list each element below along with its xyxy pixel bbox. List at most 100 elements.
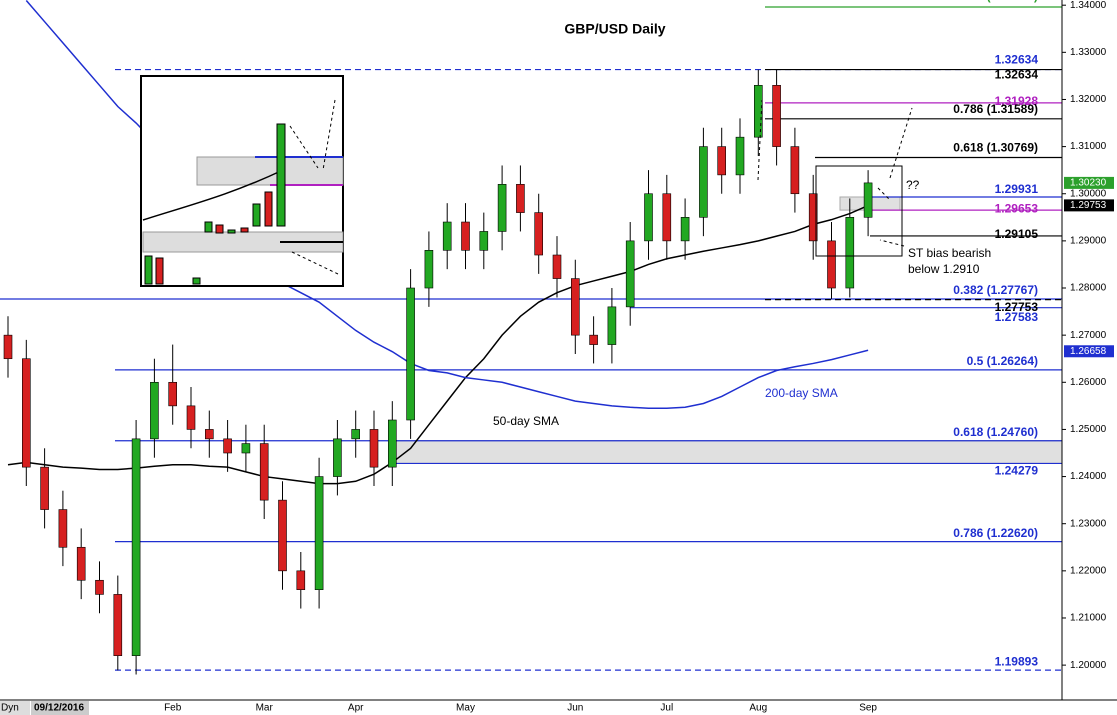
x-tick-label: May [456, 703, 475, 714]
candle-body [808, 193, 818, 242]
candle-body [21, 358, 31, 468]
candle-body [790, 146, 800, 195]
candle-body [534, 212, 544, 256]
y-tick-label: 1.29000 [1070, 236, 1107, 247]
y-tick-label: 1.27000 [1070, 330, 1107, 341]
candle-body [296, 570, 306, 590]
candle-body [387, 419, 397, 468]
level-label: 1.19893 [995, 654, 1039, 668]
y-tick-label: 1.25000 [1070, 424, 1107, 435]
level-label: 1.24279 [995, 464, 1039, 478]
candle-body [3, 334, 13, 360]
candle-body [76, 546, 86, 581]
candle-body [644, 193, 653, 242]
candle-body [552, 254, 562, 279]
candle-body [186, 405, 196, 430]
sma200-label: 200-day SMA [765, 386, 838, 400]
y-tick-label: 1.33000 [1070, 47, 1107, 58]
level-label: 1.31928 [995, 94, 1039, 108]
y-tick-label: 1.21000 [1070, 613, 1107, 624]
start-date: 09/12/2016 [34, 703, 84, 714]
candle-body [278, 499, 287, 572]
boxes [815, 165, 903, 257]
sma50-label: 50-day SMA [493, 414, 559, 428]
y-tick-label: 1.28000 [1070, 283, 1107, 294]
chart-title: GBP/USD Daily [564, 21, 665, 37]
level-label: 1.27753 [995, 300, 1039, 314]
date-box [31, 701, 89, 715]
price-tag [1064, 345, 1114, 358]
y-tick-label: 1.30000 [1070, 188, 1107, 199]
bias-note: ST bias bearish [908, 246, 991, 260]
y-tick-label: 1.22000 [1070, 565, 1107, 576]
dyn-box [0, 701, 30, 715]
level-label: 1.32634 [995, 68, 1039, 82]
candle-body [625, 240, 635, 308]
level-label: 0.5 (1.26264) [967, 354, 1038, 368]
level-label: 1.29931 [995, 182, 1039, 196]
x-tick-label: Sep [859, 703, 877, 714]
y-tick-label: 1.24000 [1070, 471, 1107, 482]
candle-body [753, 85, 763, 138]
candle-body [589, 334, 598, 345]
candle-body [40, 466, 49, 510]
candle-body [223, 438, 232, 454]
candle-body [406, 287, 415, 421]
price-tag [1064, 176, 1114, 189]
candle-body [497, 184, 507, 232]
y-tick-label: 1.34000 [1070, 0, 1107, 11]
level-label: 0.786 (1.22620) [953, 526, 1038, 540]
candle-body [333, 438, 342, 477]
level-label: 1.32634 [995, 53, 1039, 67]
candle-body [241, 443, 251, 454]
level-label: 1.29653 [995, 201, 1039, 215]
question: ?? [906, 178, 920, 192]
dyn: Dyn [1, 703, 19, 714]
candle-body [113, 594, 123, 656]
candle-body [369, 429, 379, 468]
candle-body [570, 278, 580, 336]
candle-body [314, 476, 324, 590]
candle-body [58, 509, 68, 548]
level-label: 0.786 (1.31589) [953, 102, 1038, 116]
x-tick-label: Jul [660, 703, 673, 714]
y-tick-label: 1.20000 [1070, 660, 1107, 671]
zone [394, 440, 1062, 464]
price-tag-label: 1.29753 [1070, 200, 1107, 211]
x-tick-label: Apr [348, 703, 364, 714]
bias-note: below 1.2910 [908, 262, 980, 276]
candle-body [717, 146, 727, 176]
candle-body [662, 193, 672, 242]
price-tag-label: 1.30230 [1070, 178, 1107, 189]
candle-body [205, 429, 214, 440]
sma-line [7, 204, 869, 485]
level-label: 0.618 (1.30769) [953, 141, 1038, 155]
level-label: 0.382 (1.27767) [953, 283, 1038, 297]
candle-body [680, 217, 690, 242]
y-tick-label: 1.31000 [1070, 141, 1107, 152]
price-tag [1064, 199, 1114, 212]
candle-body [735, 136, 745, 176]
candle-body [95, 579, 104, 595]
candle-body [351, 429, 361, 440]
candle-body [479, 231, 489, 251]
x-tick-label: Feb [164, 703, 182, 714]
candle-body [516, 184, 525, 213]
level-label: 1.29105 [995, 227, 1039, 241]
x-tick-label: Mar [256, 703, 274, 714]
candle-body [150, 381, 159, 440]
candle-body [168, 381, 177, 407]
candle-body [863, 182, 873, 218]
price-tag-label: 1.26658 [1070, 346, 1107, 357]
candle-body [699, 146, 708, 218]
candle-body [131, 438, 141, 656]
level-label: 0.618 (1.24760) [953, 425, 1038, 439]
x-tick-label: Aug [749, 703, 767, 714]
candle-body [845, 217, 855, 289]
level-label: 1.27583 [995, 310, 1039, 324]
candle-body [461, 221, 470, 251]
inset [140, 75, 344, 287]
candle-body [259, 443, 269, 501]
y-tick-label: 1.23000 [1070, 518, 1107, 529]
